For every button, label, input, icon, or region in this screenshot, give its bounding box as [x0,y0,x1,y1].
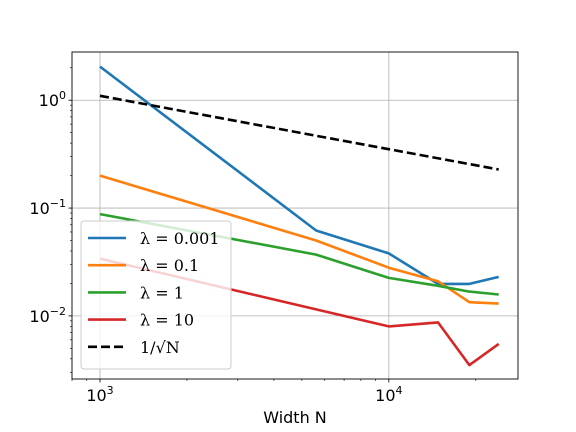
y-tick-label: 10−2 [29,305,66,326]
x-axis-label: Width N [263,408,327,427]
legend-label-3: λ = 10 [140,311,194,330]
series-line-1 [99,174,499,305]
legend: λ = 0.001 λ = 0.1 λ = 1 λ = 10 1/√N [80,220,232,370]
x-tick-label: 104 [375,384,402,405]
x-tick-label: 103 [86,384,113,405]
legend-label-4: 1/√N [140,338,180,357]
y-tick-label: 10−1 [29,197,66,218]
series-line-0 [99,65,500,286]
series-line-3 [99,257,500,367]
series-lines [99,65,500,367]
legend-box [80,220,232,370]
y-tick-label: 100 [39,89,66,110]
series-line-2 [99,212,499,296]
legend-label-0: λ = 0.001 [140,229,220,248]
plot-frame [71,51,519,380]
legend-label-2: λ = 1 [140,283,184,302]
series-line-4 [99,94,499,171]
axis-ticks: 103 104 100 10−1 10−2 [29,67,477,405]
legend-label-1: λ = 0.1 [140,256,199,275]
